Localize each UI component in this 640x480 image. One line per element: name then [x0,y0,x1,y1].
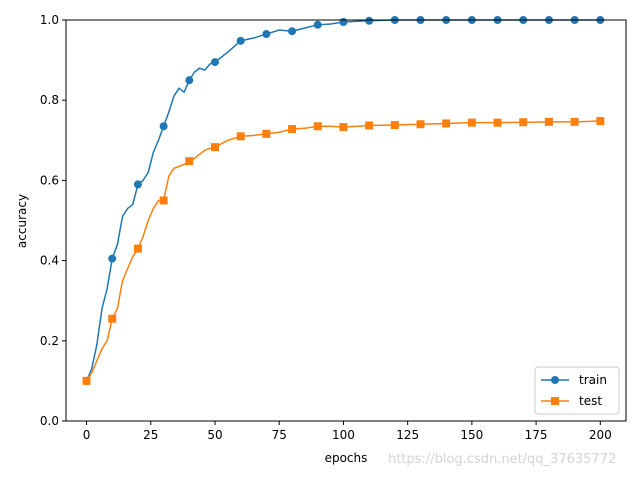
data-point-train [262,30,271,39]
x-tick-label: 0 [83,428,91,442]
y-axis-label: accuracy [15,194,29,248]
data-point-test [365,121,374,130]
data-point-test [288,125,297,134]
data-point-test [416,120,425,129]
x-tick-label: 50 [207,428,222,442]
data-point-test [544,117,553,126]
x-tick-label: 200 [589,428,612,442]
data-point-test [82,376,91,385]
legend-train-label: train [579,373,607,387]
data-point-test [133,244,142,253]
data-point-test [467,118,476,127]
x-tick-label: 125 [396,428,419,442]
x-axis-label: epochs [325,451,368,465]
series-line-test [85,120,601,382]
data-point-train [133,180,142,189]
y-tick-label: 0.4 [40,254,59,268]
data-point-test [493,118,502,127]
data-point-test [390,121,399,130]
y-tick-label: 0.0 [40,414,59,428]
data-point-train [108,254,117,263]
data-point-test [262,129,271,138]
data-point-test [570,117,579,126]
data-point-test [185,157,194,166]
y-tick-label: 0.8 [40,93,59,107]
legend-test-label: test [579,394,602,408]
x-tick-label: 175 [525,428,548,442]
data-point-test [519,118,528,127]
legend: train test [534,366,620,415]
data-point-test [159,196,168,205]
y-tick-label: 0.2 [40,334,59,348]
y-tick-label: 0.6 [40,173,59,187]
data-point-train [210,58,219,67]
data-point-test [236,132,245,141]
plot-frame [65,19,627,422]
watermark: https://blog.csdn.net/qq_37635772 [388,452,617,467]
data-point-test [442,119,451,128]
data-point-test [313,122,322,131]
data-point-train [288,27,297,36]
data-point-test [210,143,219,152]
legend-train-marker [551,376,559,384]
data-point-test [339,123,348,132]
data-point-train [185,76,194,85]
x-tick-label: 150 [460,428,483,442]
data-point-test [108,314,117,323]
y-tick-label: 1.0 [40,13,59,27]
data-point-train [313,20,322,29]
data-point-train [236,36,245,45]
x-tick-label: 75 [272,428,287,442]
data-point-test [596,117,605,126]
data-point-train [365,16,374,25]
data-point-train [159,122,168,131]
x-tick-label: 25 [143,428,158,442]
x-tick-label: 100 [332,428,355,442]
legend-test-marker [551,397,559,405]
data-point-train [339,18,348,27]
